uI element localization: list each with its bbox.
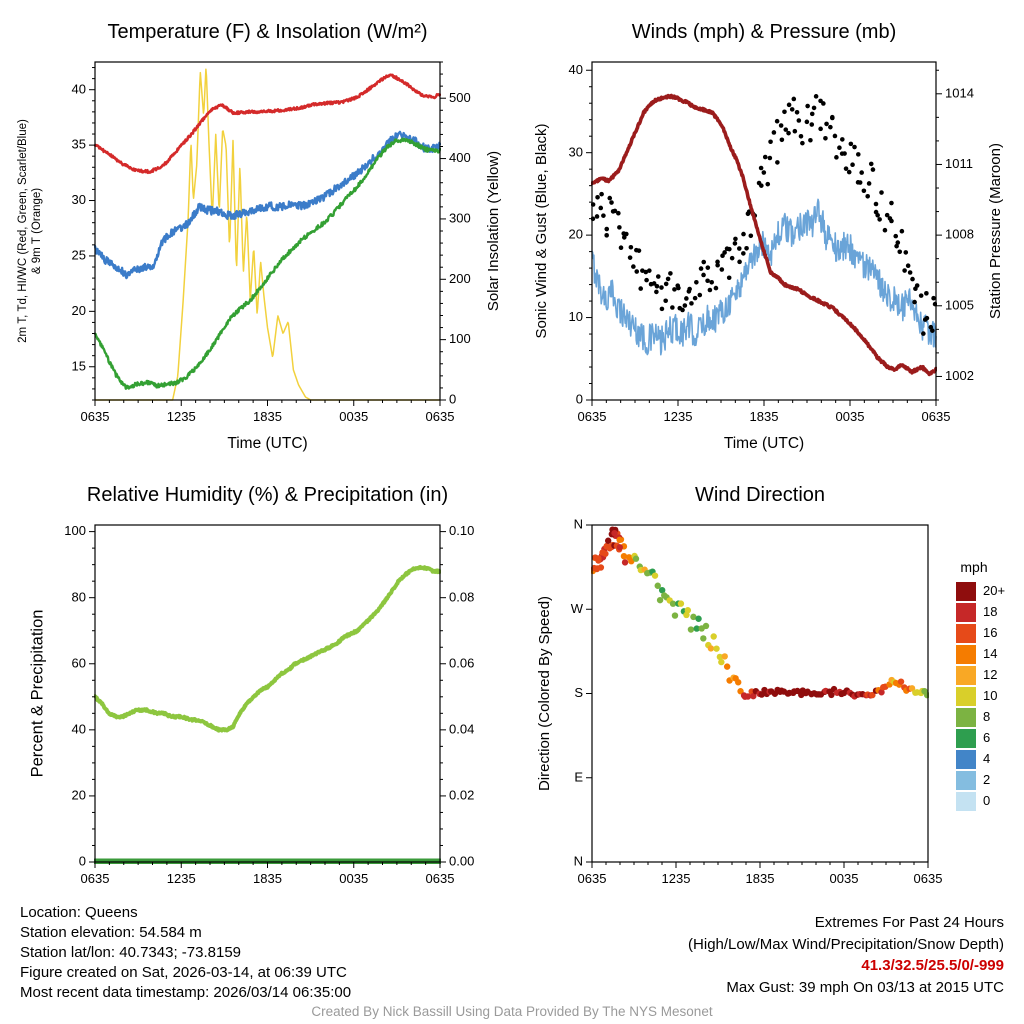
extremes-values: 41.3/32.5/25.5/0/-999 <box>861 957 1004 974</box>
extremes-block: Extremes For Past 24 Hours (High/Low/Max… <box>688 912 1004 998</box>
humidity-precipitation-chart <box>0 470 512 908</box>
elevation-text: Station elevation: 54.584 m <box>20 924 202 941</box>
credit-text: Created By Nick Bassill Using Data Provi… <box>311 1004 713 1019</box>
station-info-block: Location: Queens Station elevation: 54.5… <box>20 903 351 1003</box>
location-text: Location: Queens <box>20 904 138 921</box>
extremes-subtitle: (High/Low/Max Wind/Precipitation/Snow De… <box>688 935 1004 953</box>
extremes-title: Extremes For Past 24 Hours <box>814 914 1004 931</box>
winds-pressure-chart <box>512 0 1024 470</box>
temperature-insolation-chart <box>0 0 512 470</box>
latlon-text: Station lat/lon: 40.7343; -73.8159 <box>20 944 242 961</box>
figure-created-text: Figure created on Sat, 2026-03-14, at 06… <box>20 964 347 981</box>
data-timestamp-text: Most recent data timestamp: 2026/03/14 0… <box>20 984 352 1001</box>
wind-direction-chart <box>512 470 1024 908</box>
max-gust-text: Max Gust: 39 mph On 03/13 at 2015 UTC <box>726 978 1004 996</box>
